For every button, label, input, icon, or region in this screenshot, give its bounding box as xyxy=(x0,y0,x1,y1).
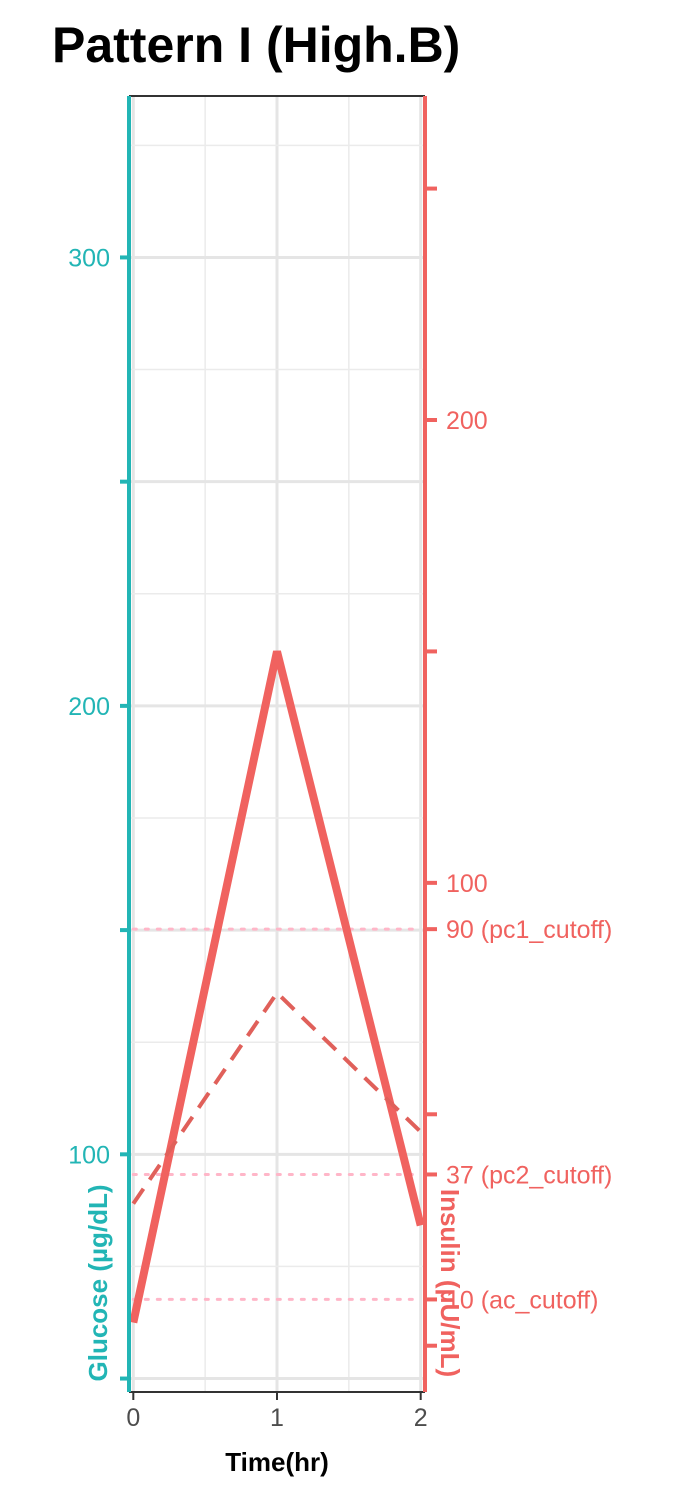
x-tick-label: 0 xyxy=(126,1404,140,1432)
y-axis-right-title: Insulin (µU/mL) xyxy=(435,1189,465,1377)
cutoff-label: 37 (pc2_cutoff) xyxy=(446,1161,612,1189)
chart-title: Pattern I (High.B) xyxy=(52,17,460,73)
y-right-tick-label: 200 xyxy=(446,407,488,435)
axes xyxy=(120,95,437,1400)
x-axis-title: Time(hr) xyxy=(225,1447,329,1477)
series-lines xyxy=(129,650,425,1324)
tick-labels: 0 1 2 100 200 300 100 200 90 (pc1_cutoff) 37 (pc2… xyxy=(68,244,612,1432)
y-axis-left-title: Glucose (µg/dL) xyxy=(83,1185,113,1382)
x-tick-label: 1 xyxy=(270,1404,284,1432)
grid xyxy=(129,96,425,1392)
insulin-series-line xyxy=(129,650,425,1324)
y-left-tick-label: 100 xyxy=(68,1141,110,1169)
glucose-series-line xyxy=(131,989,423,1205)
cutoff-lines xyxy=(131,927,423,1301)
cutoff-label: 90 (pc1_cutoff) xyxy=(446,916,612,944)
cutoff-label: 10 (ac_cutoff) xyxy=(446,1286,598,1314)
y-left-tick-label: 200 xyxy=(68,693,110,721)
x-tick-label: 2 xyxy=(414,1404,428,1432)
y-right-tick-label: 100 xyxy=(446,870,488,898)
y-left-tick-label: 300 xyxy=(68,244,110,272)
